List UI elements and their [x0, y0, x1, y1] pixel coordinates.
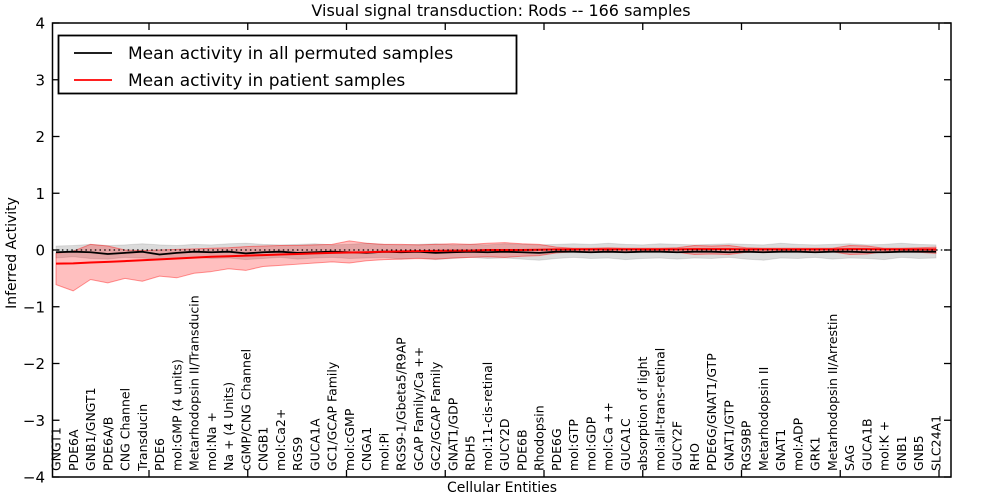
x-category-label: mol:GMP (4 units): [169, 359, 184, 471]
x-category-label: CNGB1: [256, 427, 271, 471]
x-category-label: PDE6B: [514, 429, 529, 471]
x-category-label: SAG: [842, 445, 857, 471]
confidence-bands: [55, 240, 937, 292]
x-category-label: GNB1/GNGT1: [83, 387, 98, 471]
x-category-label: mol:ADP: [790, 417, 805, 471]
x-category-label: mol:Ca ++: [601, 402, 616, 471]
x-category-label: GNAT1/GDP: [445, 397, 460, 471]
y-tick-label: 4: [35, 15, 45, 33]
x-category-label: GCAP Family/Ca ++: [411, 347, 426, 471]
x-category-label: RDH5: [463, 435, 478, 471]
x-category-label: PDE6: [152, 438, 167, 471]
y-tick-label: 0: [35, 242, 45, 260]
chart-title: Visual signal transduction: Rods -- 166 …: [311, 1, 690, 20]
x-category-label: absorption of light: [635, 356, 650, 471]
x-category-labels: GNGT1 PDE6A GNB1/GNGT1 PDE6A/B CNG Channel Tr…: [49, 295, 944, 472]
y-tick-label: −4: [23, 469, 45, 487]
y-tick-label: −1: [23, 298, 45, 316]
x-category-label: GUCY2D: [497, 418, 512, 471]
x-category-label: GNGT1: [49, 427, 64, 471]
x-category-label: GRK1: [808, 436, 823, 471]
x-category-label: RHO: [687, 443, 702, 471]
x-category-label: GC1/GCAP Family: [325, 361, 340, 471]
x-category-label: PDE6A/B: [100, 417, 115, 471]
y-axis-label: Inferred Activity: [4, 197, 20, 309]
x-category-label: SLC24A1: [929, 415, 944, 471]
x-category-label: Metarhodopsin II/Transducin: [187, 295, 202, 471]
x-category-label: mol:all-trans-retinal: [652, 348, 667, 471]
x-category-label: GNB5: [911, 435, 926, 471]
x-category-label: GNAT1: [773, 429, 788, 471]
legend: Mean activity in all permuted samples Me…: [57, 34, 518, 95]
y-tick-label: −3: [23, 412, 45, 430]
x-axis-label: Cellular Entities: [447, 480, 557, 496]
patient-confidence-band: [55, 240, 937, 292]
x-category-label: PDE6G/GNAT1/GTP: [704, 353, 719, 471]
x-category-label: GUCA1A: [307, 418, 322, 471]
x-category-label: mol:GDP: [583, 416, 598, 471]
legend-box: [57, 34, 518, 95]
x-category-label: GUCA1C: [618, 418, 633, 471]
y-tick-label: 2: [35, 128, 45, 146]
x-category-label: mol:Pi: [376, 433, 391, 471]
x-category-label: CNG Channel: [118, 388, 133, 471]
x-category-label: mol:K +: [877, 421, 892, 471]
x-category-label: CNGA1: [359, 427, 374, 471]
y-tick-labels: 4 3 2 1 0 −1 −2 −3 −4: [23, 15, 45, 487]
x-category-label: Metarhodopsin II: [756, 367, 771, 471]
x-category-label: Rhodopsin: [532, 405, 547, 471]
x-category-label: Na + (4 Units): [221, 382, 236, 471]
patient-mean-line: [55, 248, 936, 265]
x-category-label: GUCY2F: [670, 421, 685, 471]
axes-frame: [51, 22, 952, 478]
x-category-label: mol:GTP: [566, 419, 581, 471]
x-category-label: GNAT1/GTP: [721, 400, 736, 471]
legend-label-patient: Mean activity in patient samples: [128, 71, 405, 91]
x-category-label: cGMP/CNG Channel: [238, 349, 253, 471]
mean-lines: [52, 248, 951, 265]
x-category-label: mol:11-cis-retinal: [480, 362, 495, 471]
y-tick-label: 1: [35, 185, 45, 203]
y-tick-label: 3: [35, 71, 45, 89]
x-category-label: RGS9BP: [739, 420, 754, 471]
x-category-label: GC2/GCAP Family: [428, 361, 443, 471]
x-category-label: mol:Na +: [204, 412, 219, 471]
x-category-label: RGS9-1/Gbeta5/R9AP: [394, 337, 409, 471]
x-category-label: Transducin: [135, 404, 150, 472]
x-category-label: mol:cGMP: [342, 408, 357, 471]
x-category-label: PDE6A: [66, 429, 81, 471]
x-category-label: Metarhodopsin II/Arrestin: [825, 314, 840, 471]
permuted-mean-line: [55, 250, 936, 256]
x-category-label: RGS9: [290, 437, 305, 471]
x-category-label: PDE6G: [549, 428, 564, 471]
y-tick-label: −2: [23, 355, 45, 373]
legend-label-permuted: Mean activity in all permuted samples: [128, 44, 453, 64]
x-category-label: GNB1: [894, 435, 909, 471]
x-category-label: mol:Ca2+: [273, 409, 288, 471]
x-category-label: GUCA1B: [859, 418, 874, 471]
